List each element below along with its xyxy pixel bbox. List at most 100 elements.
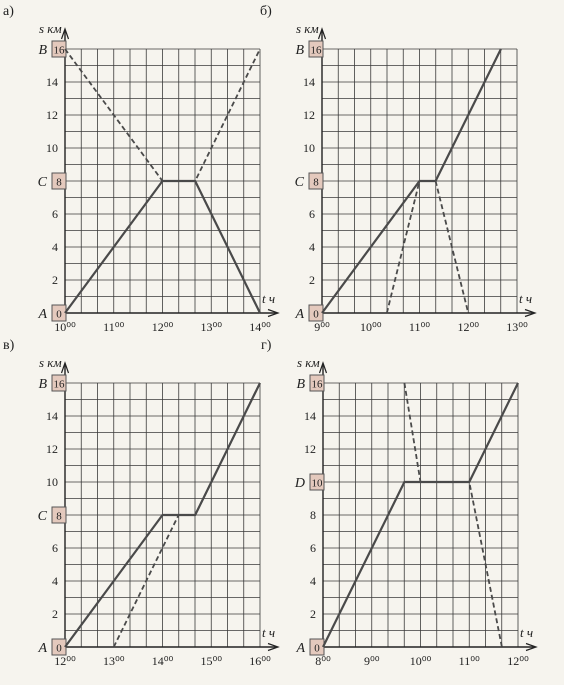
point-letter-label: C — [295, 175, 305, 190]
x-tick-label: 11⁰⁰ — [103, 320, 124, 334]
point-value-box — [51, 172, 67, 190]
panel-label: г) — [261, 338, 272, 353]
point-letter-label: D — [294, 476, 305, 491]
point-value-box — [309, 473, 325, 491]
x-axis-arrow-icon — [525, 642, 538, 652]
y-tick-label: 2 — [52, 273, 58, 287]
point-value-box — [51, 506, 67, 524]
chart-panel-4: г) s км t ч 2 4 6 8 12 14 8⁰⁰ 9⁰⁰ 10⁰⁰ 11⁰⁰ 12⁰⁰ 16 B 10… — [261, 338, 538, 668]
point-value-box — [309, 374, 325, 392]
series-line-dashed — [64, 48, 261, 182]
point-value-label: 16 — [54, 379, 66, 391]
x-tick-label: 11⁰⁰ — [459, 654, 480, 668]
point-value-label: 0 — [314, 643, 320, 655]
y-tick-label: 4 — [309, 240, 315, 254]
chart-panel-2: б) s км t ч 2 4 6 10 12 14 9⁰⁰ 10⁰⁰ 11⁰⁰ 12⁰⁰ 13⁰⁰ 16 B… — [260, 4, 537, 334]
x-tick-label: 9⁰⁰ — [364, 654, 380, 668]
x-tick-label: 13⁰⁰ — [200, 320, 222, 334]
y-tick-label: 12 — [46, 108, 58, 122]
y-tick-label: 10 — [46, 475, 58, 489]
y-axis-label: s км — [297, 355, 320, 370]
point-value-label: 8 — [313, 177, 319, 189]
y-tick-label: 12 — [304, 442, 316, 456]
x-tick-label: 8⁰⁰ — [315, 654, 331, 668]
y-axis-arrow-icon — [317, 27, 327, 40]
point-value-label: 16 — [54, 45, 66, 57]
x-axis-label: t ч — [519, 291, 532, 306]
point-value-label: 16 — [311, 45, 323, 57]
y-tick-label: 6 — [52, 207, 58, 221]
point-letter-label: B — [296, 377, 305, 392]
x-tick-label: 12⁰⁰ — [54, 654, 76, 668]
panel-label: а) — [3, 4, 14, 19]
point-letter-label: B — [38, 377, 47, 392]
y-axis-arrow-icon — [60, 361, 70, 374]
chart-panel-1: а) s км t ч 2 4 6 10 12 14 10⁰⁰ 11⁰⁰ 12⁰⁰ 13⁰⁰ 14⁰⁰ 16… — [3, 4, 280, 334]
x-tick-label: 14⁰⁰ — [249, 320, 271, 334]
y-tick-label: 14 — [303, 75, 315, 89]
point-value-label: 8 — [56, 177, 62, 189]
point-letter-label: A — [295, 641, 305, 656]
x-tick-label: 16⁰⁰ — [249, 654, 271, 668]
x-tick-label: 13⁰⁰ — [506, 320, 528, 334]
x-axis-label: t ч — [520, 625, 533, 640]
point-value-box — [308, 40, 324, 58]
y-tick-label: 4 — [52, 240, 58, 254]
x-axis-arrow-icon — [267, 308, 280, 318]
x-axis-arrow-icon — [267, 642, 280, 652]
x-tick-label: 12⁰⁰ — [152, 320, 174, 334]
y-axis-label: s км — [39, 21, 62, 36]
point-value-label: 8 — [56, 511, 62, 523]
panel-label: б) — [260, 4, 272, 19]
point-value-label: 10 — [312, 478, 324, 490]
y-tick-label: 2 — [310, 607, 316, 621]
y-tick-label: 12 — [46, 442, 58, 456]
point-letter-label: A — [37, 307, 47, 322]
y-tick-label: 8 — [310, 508, 316, 522]
x-tick-label: 10⁰⁰ — [360, 320, 382, 334]
series-line-dashed — [385, 180, 470, 314]
x-tick-label: 11⁰⁰ — [409, 320, 430, 334]
y-tick-label: 2 — [52, 607, 58, 621]
y-tick-label: 14 — [46, 409, 58, 423]
series-line-dashed — [403, 382, 503, 648]
y-tick-label: 6 — [52, 541, 58, 555]
y-axis-label: s км — [296, 21, 319, 36]
y-tick-label: 2 — [309, 273, 315, 287]
x-tick-label: 15⁰⁰ — [200, 654, 222, 668]
point-value-label: 0 — [313, 309, 319, 321]
y-axis-label: s км — [39, 355, 62, 370]
point-value-label: 0 — [56, 643, 62, 655]
point-value-box — [51, 374, 67, 392]
x-tick-label: 10⁰⁰ — [410, 654, 432, 668]
point-letter-label: B — [295, 43, 304, 58]
point-letter-label: A — [294, 307, 304, 322]
point-letter-label: C — [38, 509, 48, 524]
point-value-box — [308, 172, 324, 190]
x-tick-label: 14⁰⁰ — [152, 654, 174, 668]
series-line-dashed — [112, 382, 261, 648]
x-tick-label: 9⁰⁰ — [314, 320, 330, 334]
point-value-label: 16 — [312, 379, 324, 391]
x-tick-label: 12⁰⁰ — [507, 654, 529, 668]
panel-label: в) — [3, 338, 15, 353]
x-axis-arrow-icon — [524, 308, 537, 318]
point-letter-label: B — [38, 43, 47, 58]
point-letter-label: C — [38, 175, 48, 190]
y-axis-arrow-icon — [60, 27, 70, 40]
y-tick-label: 6 — [310, 541, 316, 555]
y-tick-label: 12 — [303, 108, 315, 122]
y-tick-label: 4 — [52, 574, 58, 588]
x-tick-label: 13⁰⁰ — [103, 654, 125, 668]
y-tick-label: 10 — [46, 141, 58, 155]
x-tick-label: 10⁰⁰ — [54, 320, 76, 334]
y-tick-label: 6 — [309, 207, 315, 221]
y-tick-label: 4 — [310, 574, 316, 588]
x-axis-label: t ч — [262, 625, 275, 640]
point-letter-label: A — [37, 641, 47, 656]
y-tick-label: 14 — [304, 409, 316, 423]
x-axis-label: t ч — [262, 291, 275, 306]
point-value-label: 0 — [56, 309, 62, 321]
x-tick-label: 12⁰⁰ — [457, 320, 479, 334]
